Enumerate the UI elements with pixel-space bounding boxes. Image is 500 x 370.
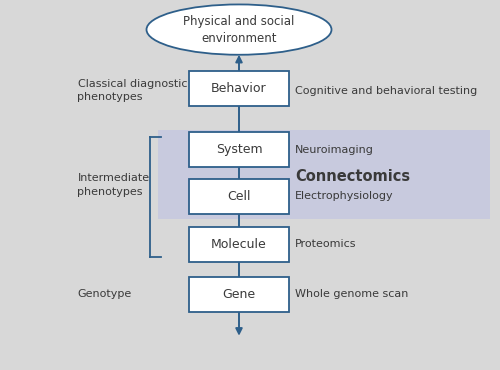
Text: Molecule: Molecule	[211, 238, 267, 251]
Text: Cognitive and behavioral testing: Cognitive and behavioral testing	[295, 85, 477, 96]
Text: Classical diagnostic
phenotypes: Classical diagnostic phenotypes	[78, 79, 187, 102]
Text: Intermediate
phenotypes: Intermediate phenotypes	[78, 174, 150, 196]
Text: Gene: Gene	[222, 287, 256, 301]
Text: System: System	[216, 143, 262, 157]
Bar	[158, 130, 490, 219]
Text: Whole genome scan: Whole genome scan	[295, 289, 408, 299]
FancyBboxPatch shape	[189, 132, 289, 167]
Text: Genotype: Genotype	[78, 289, 132, 299]
Text: Electrophysiology: Electrophysiology	[295, 191, 394, 201]
FancyBboxPatch shape	[189, 71, 289, 107]
Text: Physical and social
environment: Physical and social environment	[184, 14, 294, 45]
Text: Behavior: Behavior	[211, 82, 267, 95]
Text: Connectomics: Connectomics	[295, 169, 410, 184]
Ellipse shape	[146, 4, 332, 55]
FancyBboxPatch shape	[189, 226, 289, 262]
FancyBboxPatch shape	[189, 179, 289, 214]
Text: Cell: Cell	[227, 189, 251, 203]
FancyBboxPatch shape	[189, 277, 289, 312]
Text: Neuroimaging: Neuroimaging	[295, 145, 374, 155]
Text: Proteomics: Proteomics	[295, 239, 356, 249]
